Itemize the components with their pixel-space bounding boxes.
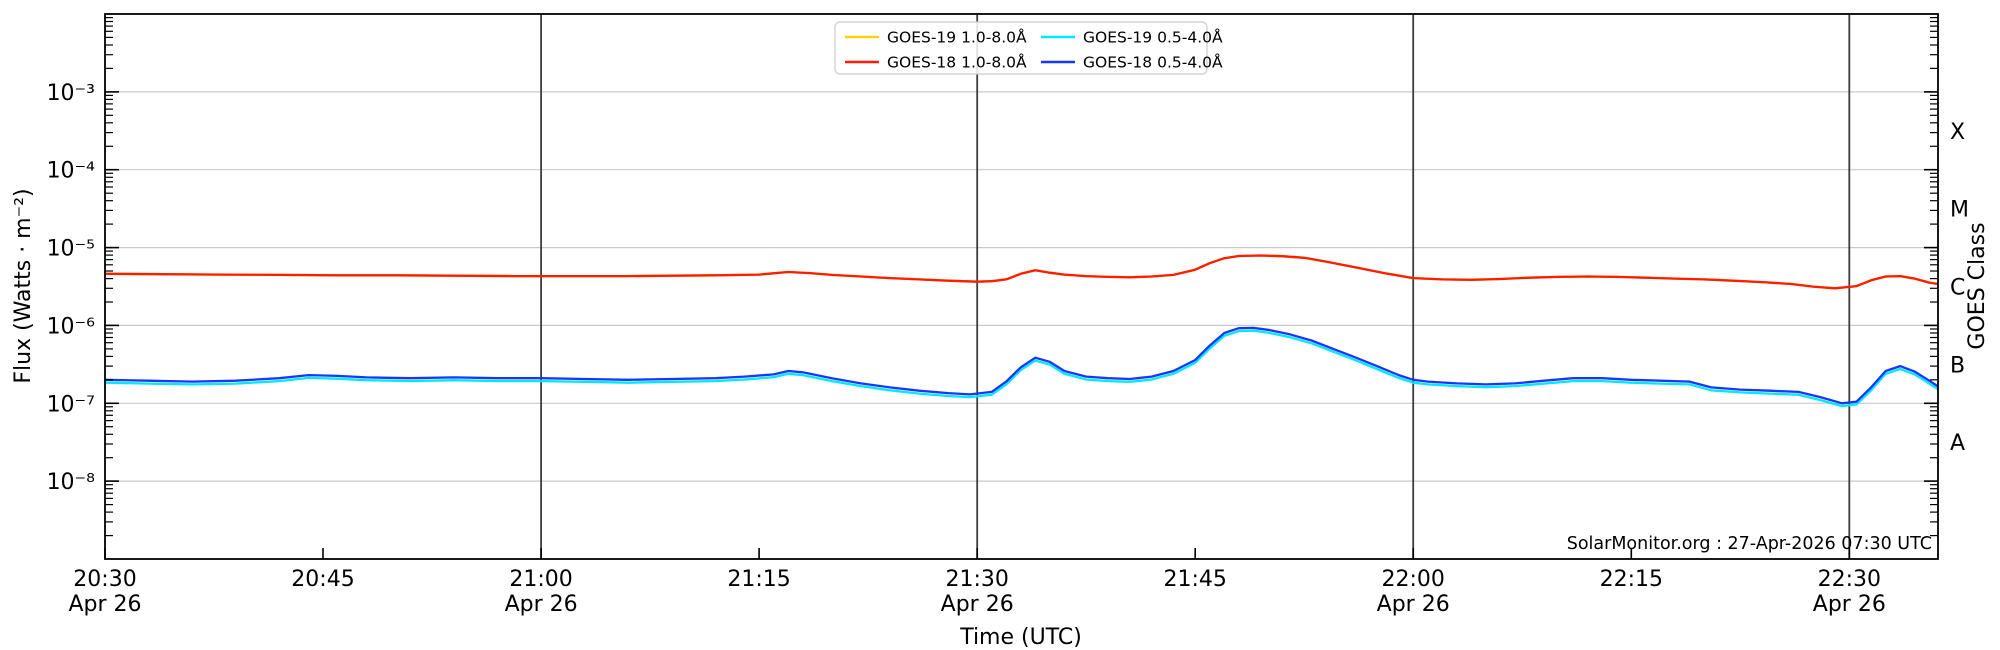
y-axis-title: Flux (Watts · m⁻²) [11, 188, 36, 383]
x-axis-tick-label: 20:45 [291, 567, 354, 592]
x-axis-tick-label: 20:30 [73, 567, 136, 592]
series-line-goes-19-1.0-8.0- [105, 254, 1938, 290]
x-axis-tick-label: 21:15 [727, 567, 790, 592]
x-axis-tick-label: 22:00 [1381, 567, 1444, 592]
x-axis-tick-label: 21:00 [509, 567, 572, 592]
goes-class-label: X [1950, 120, 1965, 145]
series-line-goes-18-1.0-8.0- [105, 254, 1938, 290]
series-line-goes-18-0.5-4.0- [105, 326, 1938, 405]
legend-item-label: GOES-18 1.0-8.0Å [887, 53, 1027, 72]
x-axis-tick-label: 21:45 [1163, 567, 1226, 592]
goes-class-label: B [1950, 353, 1965, 378]
x-axis-title: Time (UTC) [959, 625, 1082, 650]
goes-class-label: A [1950, 431, 1965, 456]
y-axis-tick-label: 10⁻⁸ [47, 470, 96, 495]
grid-layer [105, 14, 1938, 559]
y-axis-tick-label: 10⁻⁷ [47, 392, 95, 417]
series-line-goes-19-0.5-4.0- [105, 329, 1938, 408]
x-axis-tick-label: 21:30 [945, 567, 1008, 592]
legend-item-label: GOES-19 0.5-4.0Å [1083, 28, 1223, 47]
y-axis-tick-label: 10⁻⁵ [47, 237, 95, 262]
legend: GOES-19 1.0-8.0Å GOES-18 1.0-8.0Å GOES-19 … [834, 21, 1223, 75]
axes-layer [104, 17, 1938, 559]
series-layer [105, 254, 1938, 408]
y-axis-tick-label: 10⁻³ [47, 81, 95, 106]
legend-item-label: GOES-18 0.5-4.0Å [1083, 53, 1223, 72]
y-axis-tick-label: 10⁻⁶ [47, 314, 96, 339]
x-axis-tick-label: 22:15 [1600, 567, 1663, 592]
plot-border [104, 13, 1939, 560]
legend-box [834, 21, 1208, 75]
x-axis-date-label: Apr 26 [1813, 592, 1886, 617]
goes-class-label: C [1950, 276, 1965, 301]
x-axis-date-label: Apr 26 [1377, 592, 1450, 617]
x-axis-tick-label: 22:30 [1818, 567, 1881, 592]
y-axis-tick-label: 10⁻⁴ [47, 159, 96, 184]
goes-class-label: M [1950, 198, 1969, 223]
x-axis-date-label: Apr 26 [68, 592, 141, 617]
goes-class-axis-title: GOES Class [1965, 222, 1990, 349]
watermark-text: SolarMonitor.org : 27-Apr-2026 07:30 UTC [1567, 534, 1932, 554]
x-axis-date-label: Apr 26 [505, 592, 578, 617]
x-axis-date-label: Apr 26 [941, 592, 1014, 617]
legend-item-label: GOES-19 1.0-8.0Å [887, 28, 1027, 47]
